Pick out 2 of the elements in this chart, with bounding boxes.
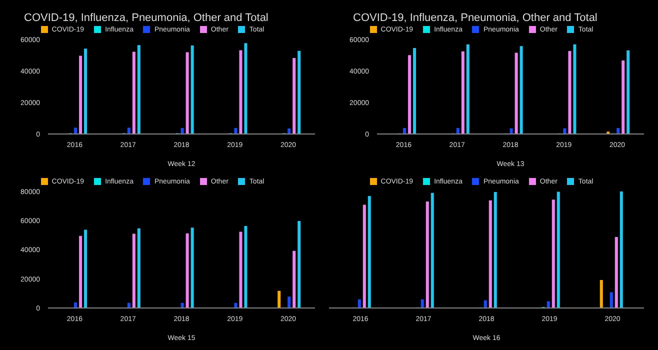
chart-title: COVID-19, Influenza, Pneumonia, Other and Total: [24, 12, 268, 24]
chart-title: COVID-19, Influenza, Pneumonia, Other and Total: [353, 12, 598, 24]
